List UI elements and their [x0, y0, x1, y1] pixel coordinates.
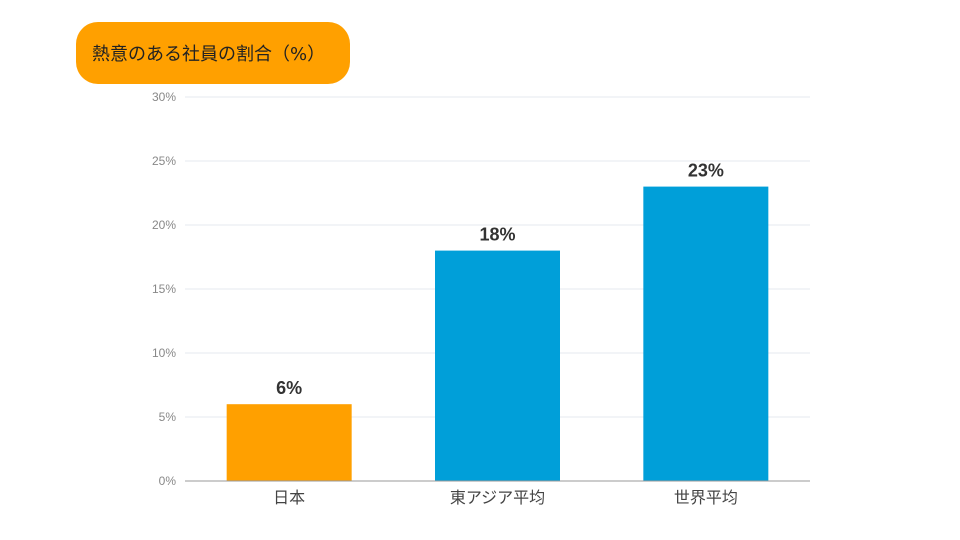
y-tick-label: 0%	[159, 474, 177, 488]
x-axis-labels: 日本 東アジア平均 世界平均	[273, 488, 738, 507]
x-tick-label: 世界平均	[674, 488, 738, 507]
data-labels: 6% 18% 23%	[276, 161, 724, 399]
bars	[226, 186, 769, 481]
bar	[226, 404, 352, 481]
x-tick-label: 日本	[273, 488, 305, 507]
bar	[435, 250, 560, 481]
x-tick-label: 東アジア平均	[450, 488, 545, 507]
y-tick-label: 30%	[152, 90, 176, 104]
data-label: 6%	[276, 378, 302, 398]
y-axis-ticks: 0% 5% 10% 15% 20% 25% 30%	[152, 90, 176, 488]
y-tick-label: 20%	[152, 218, 176, 232]
y-tick-label: 25%	[152, 154, 176, 168]
bar	[643, 186, 769, 481]
y-tick-label: 15%	[152, 282, 176, 296]
y-tick-label: 5%	[159, 410, 177, 424]
y-tick-label: 10%	[152, 346, 176, 360]
data-label: 23%	[688, 161, 724, 181]
data-label: 18%	[479, 225, 515, 245]
chart-title: 熱意のある社員の割合（%）	[76, 22, 350, 84]
